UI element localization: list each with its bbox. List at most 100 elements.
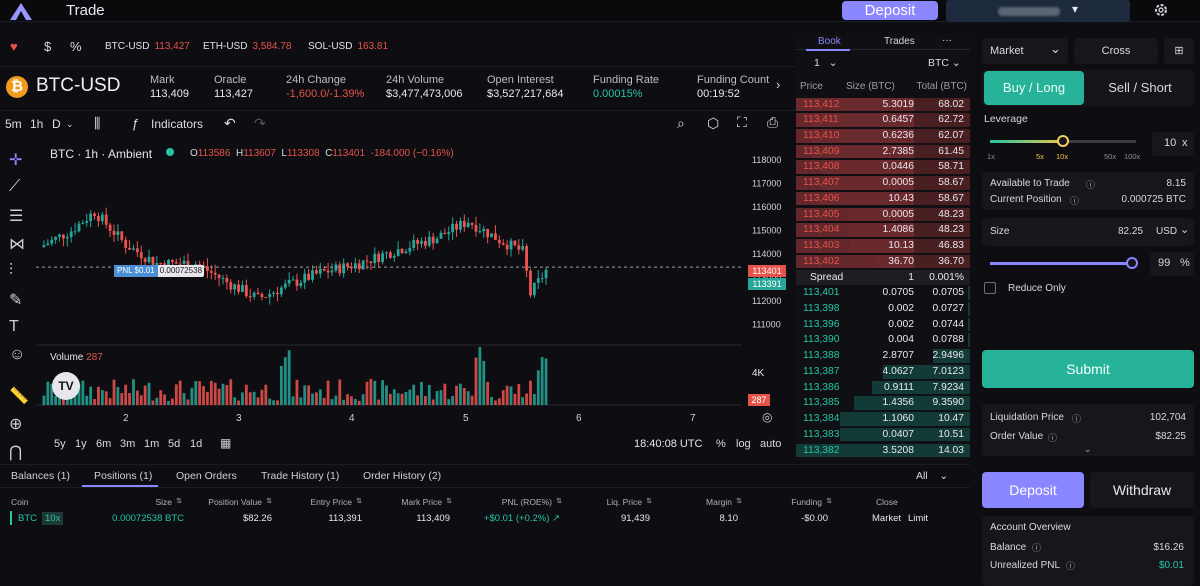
bid-row[interactable]: 113,383 0.0407 10.51 <box>796 427 970 443</box>
range-6m[interactable]: 6m <box>96 438 112 450</box>
tab-positions-[interactable]: Positions (1) <box>94 470 153 482</box>
fib-icon[interactable]: ☰ <box>9 208 24 225</box>
ask-row[interactable]: 113,402 36.70 36.70 <box>796 254 970 270</box>
undo-icon[interactable]: ↶ <box>224 115 236 131</box>
magnet-icon[interactable]: ⋂ <box>9 444 23 461</box>
dollar-icon[interactable]: $ <box>44 39 52 54</box>
header-funding[interactable]: Funding <box>791 497 822 507</box>
settings-small-icon[interactable]: ◎ <box>762 410 773 424</box>
ask-row[interactable]: 113,411 0.6457 62.72 <box>796 112 970 128</box>
header-pnl-roe-[interactable]: PNL (ROE%) <box>501 497 552 507</box>
market-selector[interactable]: BTC-USD <box>36 75 121 96</box>
search-icon[interactable]: ⌕ <box>677 115 685 131</box>
chevron-right-icon[interactable]: › <box>776 77 781 92</box>
leverage-thumb[interactable] <box>1057 135 1069 147</box>
tab-order-history-[interactable]: Order History (2) <box>363 470 442 482</box>
bid-row[interactable]: 113,382 3.5208 14.03 <box>796 443 970 459</box>
ask-row[interactable]: 113,407 0.0005 58.67 <box>796 175 970 191</box>
candlestick-chart[interactable]: 118000 117000 116000 115000 114000 113000 1120… <box>36 140 786 460</box>
indicators-button[interactable]: Indicators <box>151 117 204 131</box>
range-1y[interactable]: 1y <box>75 438 87 450</box>
emoji-icon[interactable]: ☺ <box>9 346 26 363</box>
chevron-down-icon[interactable]: ⌄ <box>66 119 74 129</box>
withdraw-button[interactable]: Withdraw <box>1090 472 1194 508</box>
bid-row[interactable]: 113,398 0.002 0.0727 <box>796 301 970 317</box>
pattern-icon[interactable]: ⋈ <box>9 236 25 253</box>
size-input[interactable]: Size 82.25 USD ⌄ <box>982 218 1194 246</box>
calendar-icon[interactable]: ▦ <box>220 436 232 450</box>
sort-icon[interactable]: ⇅ <box>646 498 652 505</box>
fullscreen-icon[interactable]: ⛶ <box>737 114 747 130</box>
sort-icon[interactable]: ⇅ <box>266 498 272 505</box>
tab-trades[interactable]: Trades <box>884 36 915 47</box>
redo-icon[interactable]: ↷ <box>254 115 266 131</box>
timeframe-5m[interactable]: 5m <box>5 117 22 131</box>
sort-icon[interactable]: ⇅ <box>176 498 182 505</box>
percent-toggle[interactable]: % <box>716 438 726 450</box>
header-position-value[interactable]: Position Value <box>208 497 262 507</box>
header-size[interactable]: Size <box>155 497 172 507</box>
order-type-select[interactable]: Market ⌄ <box>982 38 1068 64</box>
sort-icon[interactable]: ⇅ <box>826 498 832 505</box>
sort-icon[interactable]: ⇅ <box>356 498 362 505</box>
text-icon[interactable]: T <box>9 318 19 335</box>
header-liq-price[interactable]: Liq. Price <box>606 497 642 507</box>
deposit-button-top[interactable]: Deposit <box>842 1 938 20</box>
tab-balances-[interactable]: Balances (1) <box>11 470 70 482</box>
range-1m[interactable]: 1m <box>144 438 160 450</box>
log-toggle[interactable]: log <box>736 438 751 450</box>
brush-icon[interactable]: ✎ <box>9 292 23 309</box>
fx-icon[interactable]: ƒ <box>132 116 140 131</box>
pnl-cell[interactable]: +$0.01 (+0.2%) ↗ <box>483 513 560 524</box>
ticker-item-sol[interactable]: SOL-USD 163.81 <box>308 41 389 52</box>
bid-row[interactable]: 113,396 0.002 0.0744 <box>796 317 970 333</box>
percent-icon[interactable]: % <box>70 39 82 54</box>
timeframe-d[interactable]: D <box>52 117 61 131</box>
bid-row[interactable]: 113,384 1.1060 10.47 <box>796 411 970 427</box>
camera-icon[interactable]: ⎙ <box>767 114 779 130</box>
close-limit-link[interactable]: Limit <box>908 513 929 524</box>
heart-icon[interactable]: ♥ <box>10 39 18 54</box>
price-chart[interactable]: 118000 117000 116000 115000 114000 113000 1120… <box>36 140 786 460</box>
reduce-only-checkbox[interactable] <box>984 282 996 294</box>
ask-row[interactable]: 113,403 10.13 46.83 <box>796 238 970 254</box>
size-slider-track[interactable] <box>990 262 1134 265</box>
sort-icon[interactable]: ⇅ <box>736 498 742 505</box>
settings-icon[interactable]: ⬡ <box>707 115 720 131</box>
tab-book[interactable]: Book <box>818 36 841 47</box>
range-1d[interactable]: 1d <box>190 438 203 450</box>
bid-row[interactable]: 113,385 1.4356 9.3590 <box>796 395 970 411</box>
ticker-item-eth[interactable]: ETH-USD 3,584.78 <box>203 41 292 52</box>
more-icon[interactable]: ··· <box>942 35 952 46</box>
sort-icon[interactable]: ⇅ <box>446 498 452 505</box>
ask-row[interactable]: 113,406 10.43 58.67 <box>796 191 970 207</box>
account-button[interactable]: ▾ <box>946 0 1130 22</box>
candles-icon[interactable]: ⫼ <box>94 115 101 131</box>
position-tag[interactable]: PNL $0.01 0.00072538 <box>114 265 205 277</box>
header-coin[interactable]: Coin <box>11 497 29 507</box>
bid-row[interactable]: 113,401 0.0705 0.0705 <box>796 285 970 301</box>
gear-icon[interactable] <box>1152 1 1170 19</box>
submit-button[interactable]: Submit <box>982 350 1194 388</box>
range-3m[interactable]: 3m <box>120 438 136 450</box>
ruler-icon[interactable]: 📏 <box>9 388 29 405</box>
ask-row[interactable]: 113,405 0.0005 48.23 <box>796 207 970 223</box>
zoom-icon[interactable]: ⊕ <box>9 416 23 433</box>
tab-open-orders[interactable]: Open Orders <box>176 470 237 482</box>
percent-input[interactable]: 99 % <box>1150 252 1194 276</box>
grid-icon[interactable]: ⊞ <box>1164 38 1194 64</box>
header-mark-price[interactable]: Mark Price <box>401 497 442 507</box>
bid-row[interactable]: 113,390 0.004 0.0788 <box>796 332 970 348</box>
filter-select[interactable]: All ⌄ <box>916 470 949 482</box>
unit-select[interactable]: BTC ⌄ <box>928 57 961 69</box>
trendline-icon[interactable]: ⟋ <box>9 178 21 195</box>
bid-row[interactable]: 113,387 4.0627 7.0123 <box>796 364 970 380</box>
timeframe-1h[interactable]: 1h <box>30 117 44 131</box>
leverage-input[interactable]: 10 x <box>1152 132 1194 156</box>
close-market-link[interactable]: Market <box>872 513 902 524</box>
size-slider-thumb[interactable] <box>1126 257 1138 269</box>
header-margin[interactable]: Margin <box>706 497 732 507</box>
tradingview-logo-icon[interactable]: TV <box>52 372 80 400</box>
ask-row[interactable]: 113,404 1.4086 48.23 <box>796 222 970 238</box>
ticker-item-btc[interactable]: BTC-USD 113,427 <box>105 41 190 52</box>
